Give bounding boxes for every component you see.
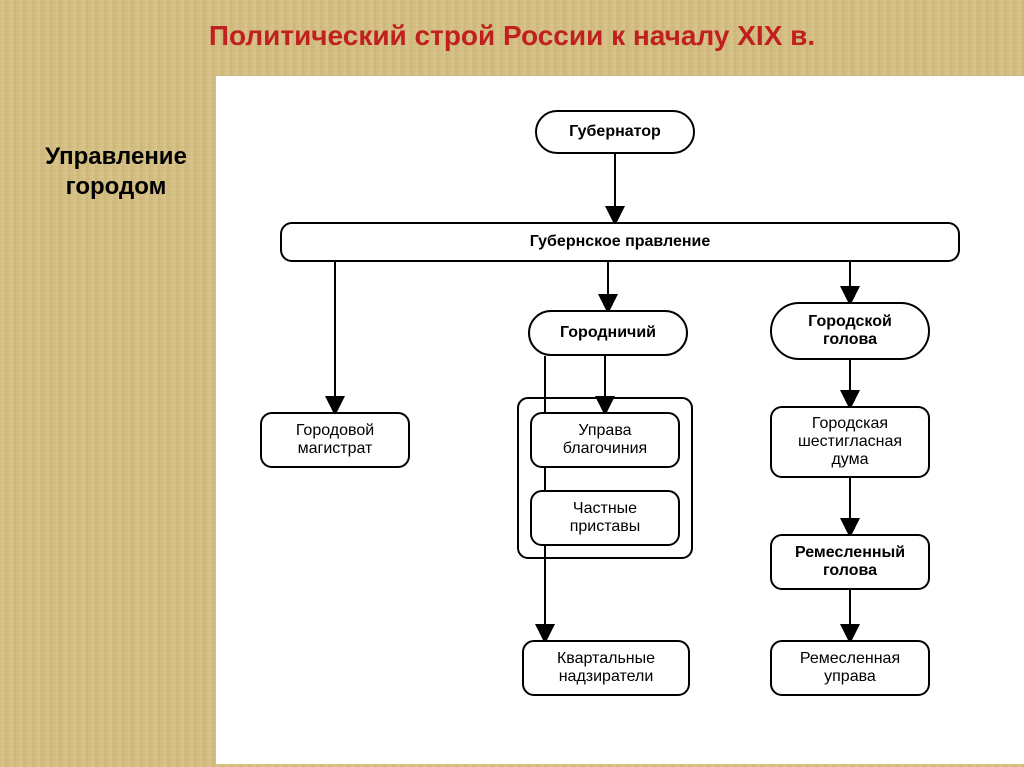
node-pristavy: Частныеприставы [530,490,680,546]
page-title: Политический строй России к началу XIX в… [0,20,1024,52]
node-kvartal: Квартальныенадзиратели [522,640,690,696]
node-gorodnichiy: Городничий [528,310,688,356]
node-gor_golova: Городскойголова [770,302,930,360]
node-rem_golova: Ремесленныйголова [770,534,930,590]
node-governor: Губернатор [535,110,695,154]
page-subtitle: Управлениегородом [26,142,206,202]
node-gub_prav: Губернское правление [280,222,960,262]
node-uprava: Управаблагочиния [530,412,680,468]
node-duma: Городскаяшестигласнаядума [770,406,930,478]
node-rem_uprava: Ремесленнаяуправа [770,640,930,696]
node-magistrat: Городовоймагистрат [260,412,410,468]
